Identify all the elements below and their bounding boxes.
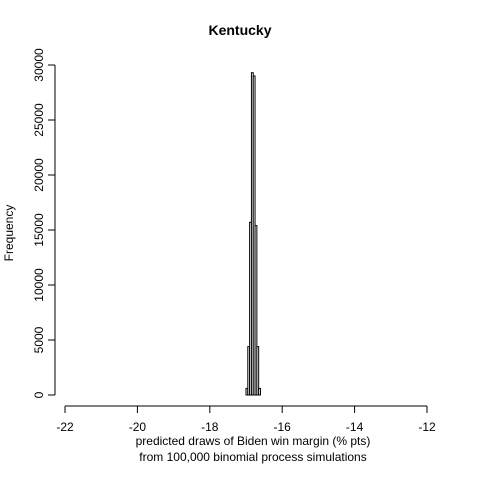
histogram-bar xyxy=(258,387,261,396)
chart-title: Kentucky xyxy=(208,22,271,38)
x-tick-label: -22 xyxy=(56,420,74,434)
y-tick-label: 0 xyxy=(32,391,46,398)
y-tick-label: 25000 xyxy=(32,103,46,137)
histogram-bars xyxy=(245,72,261,396)
x-tick-label: -20 xyxy=(129,420,147,434)
y-axis: 0 5000 10000 15000 20000 25000 30000 xyxy=(32,48,56,398)
y-tick-label: 30000 xyxy=(32,48,46,82)
x-axis-label-line2: from 100,000 binomial process simulation… xyxy=(139,450,366,464)
histogram-bar xyxy=(256,346,260,396)
x-axis-label: predicted draws of Biden win margin (% p… xyxy=(136,434,371,448)
x-tick-label: -18 xyxy=(201,420,219,434)
x-tick-label: -14 xyxy=(346,420,364,434)
x-axis: -22 -20 -18 -16 -14 -12 xyxy=(56,405,436,434)
y-axis-label: Frequency xyxy=(2,205,16,262)
x-tick-label: -12 xyxy=(418,420,436,434)
histogram-bar xyxy=(254,225,258,396)
y-tick-label: 15000 xyxy=(32,213,46,247)
y-tick-label: 10000 xyxy=(32,268,46,302)
y-tick-label: 5000 xyxy=(32,326,46,353)
x-tick-label: -16 xyxy=(274,420,292,434)
y-tick-label: 20000 xyxy=(32,158,46,192)
